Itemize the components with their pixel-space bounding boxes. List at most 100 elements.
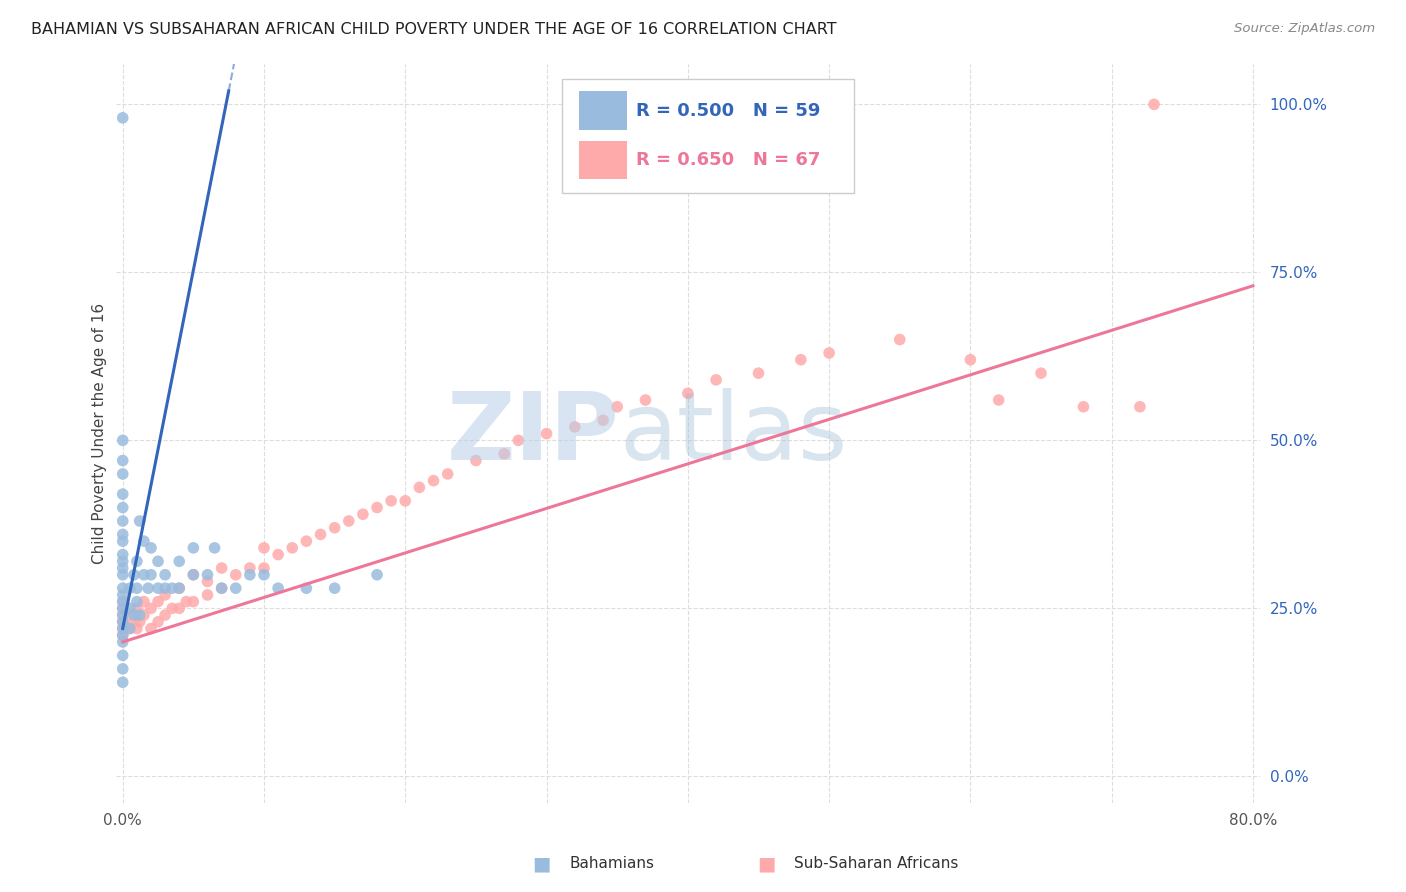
- Point: [111, 622, 134, 636]
- Point: [111, 608, 134, 623]
- Point: [146, 594, 169, 608]
- Point: [132, 534, 155, 549]
- Y-axis label: Child Poverty Under the Age of 16: Child Poverty Under the Age of 16: [93, 303, 107, 565]
- Text: Sub-Saharan Africans: Sub-Saharan Africans: [794, 856, 959, 871]
- Point: [111, 608, 134, 623]
- Point: [125, 554, 148, 568]
- Point: [118, 608, 141, 623]
- Point: [160, 601, 183, 615]
- Point: [167, 601, 190, 615]
- Point: [132, 608, 155, 623]
- Point: [111, 567, 134, 582]
- Point: [167, 554, 190, 568]
- Point: [136, 581, 159, 595]
- Point: [125, 601, 148, 615]
- Point: [323, 521, 346, 535]
- Point: [747, 366, 769, 380]
- Point: [111, 615, 134, 629]
- Point: [111, 594, 134, 608]
- Point: [111, 527, 134, 541]
- Point: [111, 601, 134, 615]
- Point: [128, 608, 150, 623]
- Point: [167, 581, 190, 595]
- Point: [1129, 400, 1152, 414]
- Point: [111, 534, 134, 549]
- Point: [146, 554, 169, 568]
- Point: [959, 352, 981, 367]
- Text: ■: ■: [756, 854, 776, 873]
- Point: [111, 487, 134, 501]
- Point: [1143, 97, 1166, 112]
- Point: [464, 453, 486, 467]
- Text: Bahamians: Bahamians: [569, 856, 654, 871]
- Point: [122, 615, 145, 629]
- Point: [704, 373, 727, 387]
- Point: [408, 480, 430, 494]
- Point: [111, 434, 134, 448]
- Point: [111, 514, 134, 528]
- Point: [111, 500, 134, 515]
- Point: [111, 561, 134, 575]
- Point: [111, 628, 134, 642]
- Point: [818, 346, 841, 360]
- Point: [394, 493, 416, 508]
- Point: [564, 420, 586, 434]
- Point: [204, 541, 226, 555]
- Point: [111, 662, 134, 676]
- Point: [183, 594, 205, 608]
- Text: ZIP: ZIP: [446, 388, 619, 480]
- Point: [352, 508, 374, 522]
- Text: Source: ZipAtlas.com: Source: ZipAtlas.com: [1234, 22, 1375, 36]
- Point: [139, 601, 162, 615]
- Point: [111, 111, 134, 125]
- Point: [606, 400, 628, 414]
- Point: [111, 648, 134, 663]
- Point: [153, 567, 176, 582]
- Point: [153, 608, 176, 623]
- Point: [125, 594, 148, 608]
- Point: [295, 581, 318, 595]
- Point: [146, 615, 169, 629]
- Point: [422, 474, 444, 488]
- Point: [118, 622, 141, 636]
- Text: R = 0.500   N = 59: R = 0.500 N = 59: [637, 102, 821, 120]
- Point: [139, 622, 162, 636]
- Point: [197, 574, 219, 589]
- Point: [111, 675, 134, 690]
- Point: [225, 581, 247, 595]
- Point: [380, 493, 402, 508]
- Point: [132, 594, 155, 608]
- Point: [111, 554, 134, 568]
- Point: [1073, 400, 1095, 414]
- Point: [167, 581, 190, 595]
- Point: [139, 541, 162, 555]
- Point: [536, 426, 558, 441]
- Point: [111, 635, 134, 649]
- Point: [592, 413, 614, 427]
- Point: [239, 567, 262, 582]
- Point: [987, 392, 1010, 407]
- Point: [111, 628, 134, 642]
- Text: atlas: atlas: [619, 388, 848, 480]
- Point: [160, 581, 183, 595]
- Point: [267, 581, 290, 595]
- Point: [111, 594, 134, 608]
- Point: [153, 588, 176, 602]
- Point: [183, 541, 205, 555]
- Point: [211, 581, 233, 595]
- Point: [634, 392, 657, 407]
- Point: [111, 588, 134, 602]
- Point: [211, 581, 233, 595]
- Text: ■: ■: [531, 854, 551, 873]
- Point: [111, 581, 134, 595]
- Point: [197, 567, 219, 582]
- Point: [132, 567, 155, 582]
- FancyBboxPatch shape: [579, 91, 627, 130]
- Point: [281, 541, 304, 555]
- Point: [176, 594, 198, 608]
- Point: [111, 615, 134, 629]
- Point: [122, 567, 145, 582]
- Point: [337, 514, 360, 528]
- Point: [494, 447, 516, 461]
- Point: [122, 608, 145, 623]
